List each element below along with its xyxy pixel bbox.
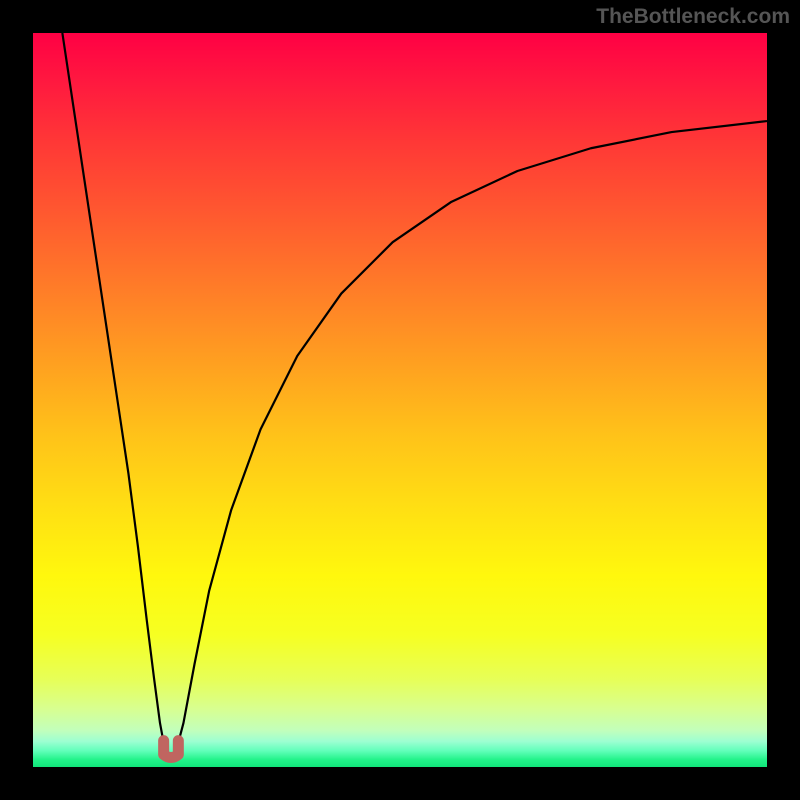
gradient-background [33,33,767,767]
watermark-text: TheBottleneck.com [596,5,790,29]
plot-area [33,33,767,767]
chart-svg [33,33,767,767]
chart-container: TheBottleneck.com [0,0,800,800]
